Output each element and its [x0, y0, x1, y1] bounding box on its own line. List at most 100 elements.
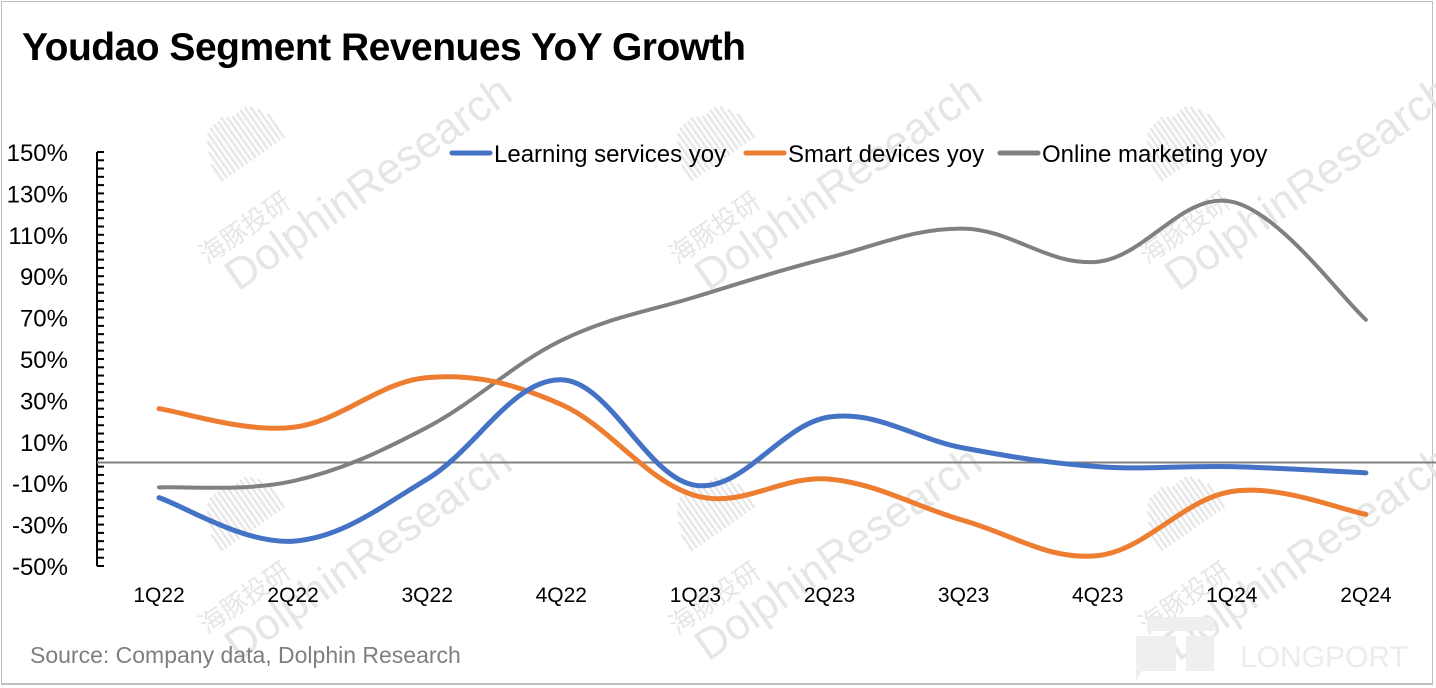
- watermark-bar: [1197, 108, 1222, 142]
- series-line-learning-services-yoy: [156, 377, 1369, 544]
- watermark-bar: [1189, 105, 1218, 145]
- x-axis: 1Q22 2Q22 3Q22 4Q22 1Q23 2Q23 3Q23 4Q23 1Q24 2Q24: [97, 461, 1436, 607]
- watermark-bar: [719, 105, 748, 145]
- watermark-bar: [689, 116, 723, 162]
- series-line-online-marketing-yoy: [157, 198, 1368, 490]
- watermark-bar: [231, 115, 261, 156]
- watermark-bar: [686, 120, 719, 165]
- watermark-bar: [231, 485, 261, 526]
- x-tick-label: 3Q23: [938, 584, 989, 607]
- watermark-bar: [676, 510, 703, 546]
- y-tick-label: 10%: [20, 430, 68, 457]
- watermark-bar: [709, 109, 739, 150]
- watermark-bar: [207, 521, 229, 549]
- x-tick-label: 1Q24: [1206, 584, 1258, 607]
- watermark-bar: [1156, 490, 1189, 535]
- legend-label: Online marketing yoy: [1042, 141, 1267, 168]
- watermark-bar: [1183, 106, 1214, 148]
- x-tick-label: 2Q23: [804, 584, 855, 607]
- watermark-bar: [212, 493, 245, 538]
- watermark-bar: [206, 140, 233, 176]
- series-line-smart-devices-yoy: [156, 374, 1369, 559]
- watermark-bar: [210, 533, 224, 552]
- watermark-bar: [209, 127, 241, 171]
- y-tick-label: -50%: [12, 554, 68, 581]
- watermark-bar: [705, 482, 735, 523]
- watermark-bar: [701, 485, 731, 526]
- y-tick-label: 70%: [20, 306, 68, 333]
- series-layer: [156, 198, 1369, 559]
- watermark-bar: [225, 116, 257, 159]
- watermark-bar: [1179, 109, 1209, 150]
- legend-item-smart-devices-yoy: Smart devices yoy: [743, 141, 984, 168]
- watermark-bar: [677, 521, 699, 549]
- watermark-bar: [1159, 486, 1193, 532]
- x-tick-label: 3Q22: [402, 584, 453, 607]
- watermark-bar: [266, 483, 286, 509]
- watermark-bar: [1179, 479, 1209, 520]
- watermark-bar: [677, 151, 699, 179]
- longport-logo: LONGPORT: [1136, 617, 1408, 681]
- y-tick-label: 150%: [7, 140, 68, 167]
- watermark-bar: [235, 112, 265, 153]
- watermark-bar: [701, 115, 731, 156]
- longport-brand-text: LONGPORT: [1240, 641, 1408, 674]
- watermark-bar: [219, 116, 253, 162]
- watermark-en-text: DolphinResearch: [216, 67, 521, 301]
- watermark-bar: [210, 163, 224, 182]
- watermark-bar: [686, 490, 719, 535]
- x-tick-label: 1Q22: [133, 584, 184, 607]
- watermark-bar: [1149, 127, 1181, 171]
- watermark-bar: [1146, 132, 1177, 173]
- legend-label: Learning services yoy: [494, 141, 726, 168]
- watermark-bar: [682, 493, 715, 538]
- x-tick-label: 2Q22: [267, 584, 318, 607]
- watermark-en-text: DolphinResearch: [1156, 67, 1436, 301]
- watermark-en-text: DolphinResearch: [686, 67, 991, 301]
- watermark-en-text: DolphinResearch: [216, 437, 521, 671]
- y-tick-label: 50%: [20, 347, 68, 374]
- watermark-bar: [1149, 497, 1181, 541]
- watermark-bar: [216, 120, 249, 165]
- watermark-bar: [713, 106, 744, 148]
- watermark-bar: [266, 113, 286, 139]
- watermark-bar: [727, 108, 752, 142]
- watermark-bar: [682, 123, 715, 168]
- watermark-bar: [206, 132, 237, 173]
- watermark-bar: [705, 112, 735, 153]
- x-tick-label: 2Q24: [1340, 584, 1392, 607]
- y-tick-label: 30%: [20, 388, 68, 415]
- watermark-bar: [1146, 502, 1177, 543]
- y-tick-label: -30%: [12, 513, 68, 540]
- watermark-bar: [1165, 486, 1197, 529]
- watermark-bar: [676, 132, 707, 173]
- longport-logo-left: [1136, 636, 1176, 681]
- x-tick-label: 4Q22: [536, 584, 587, 607]
- y-tick-label: 110%: [8, 223, 68, 250]
- watermark-bar: [679, 127, 711, 171]
- watermark-bar: [206, 502, 237, 543]
- y-tick-label: 130%: [7, 181, 68, 208]
- legend-item-learning-services-yoy: Learning services yoy: [449, 141, 726, 168]
- watermark-bar: [1156, 120, 1189, 165]
- watermark-bar: [679, 497, 711, 541]
- y-axis: 150% 130% 110% 90% 70% 50% 30% 10% -10% -30% -50%: [7, 140, 104, 581]
- legend-label: Smart devices yoy: [788, 141, 984, 168]
- watermark-bar: [1189, 475, 1218, 515]
- source-note: Source: Company data, Dolphin Research: [30, 642, 461, 668]
- watermark-en-text: DolphinResearch: [686, 437, 991, 671]
- watermark-bar: [1159, 116, 1193, 162]
- watermark-bar: [1197, 478, 1222, 512]
- legend: Learning services yoy Smart devices yoy On…: [449, 141, 1267, 168]
- watermark-bar: [676, 502, 707, 543]
- watermark-bar: [249, 105, 278, 145]
- watermark-bar: [239, 479, 269, 520]
- watermark-bar: [216, 490, 249, 535]
- longport-logo-right: [1186, 636, 1214, 671]
- watermark-bar: [225, 486, 257, 529]
- watermark-bar: [1206, 113, 1226, 139]
